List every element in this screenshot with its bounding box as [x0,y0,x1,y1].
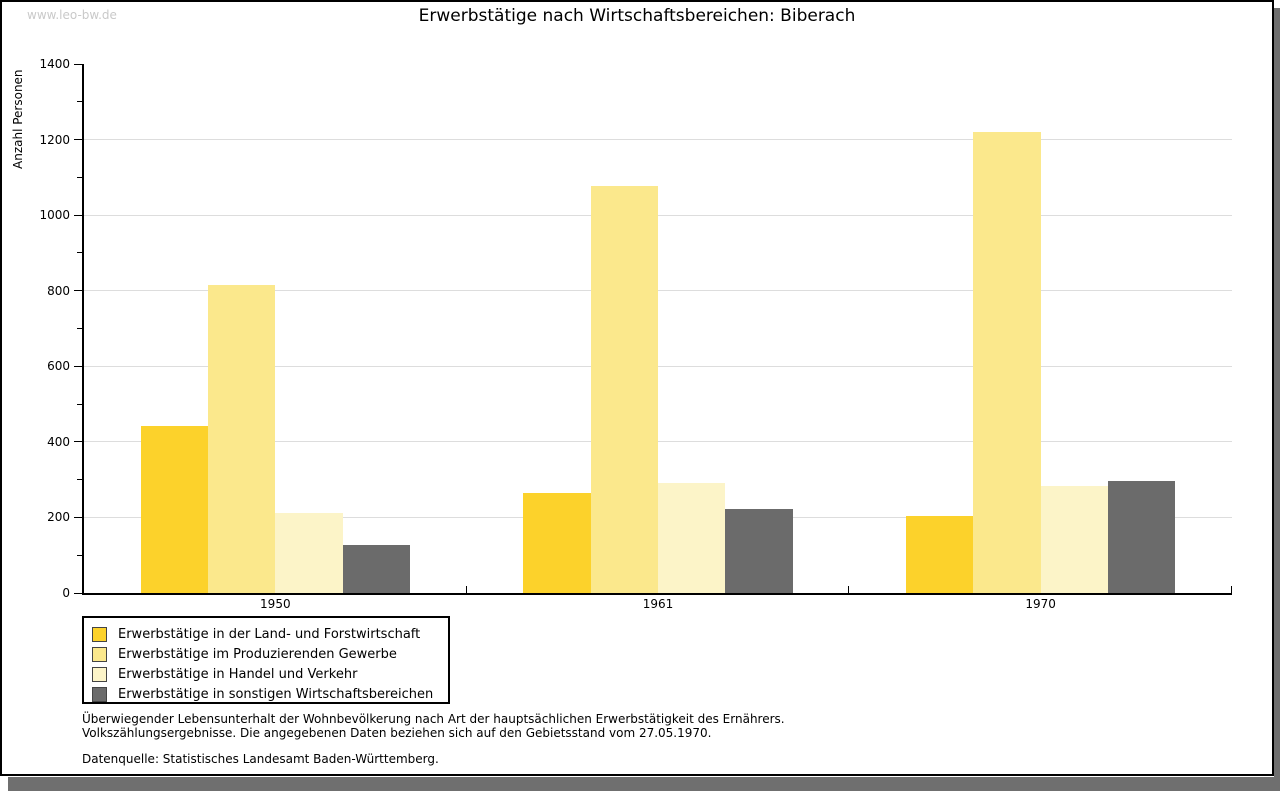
y-minor-tick-300 [77,479,82,481]
legend-item-1: Erwerbstätige in der Land- und Forstwirt… [92,624,448,644]
y-minor-tick-1300 [77,101,82,103]
y-tick-200 [74,516,82,518]
x-category-label: 1970 [1025,597,1056,611]
y-minor-tick-100 [77,554,82,556]
legend-label: Erwerbstätige in sonstigen Wirtschaftsbe… [118,686,434,702]
bar-1950-series3 [275,512,343,593]
footnote-line-2: Volkszählungsergebnisse. Die angegebenen… [82,726,712,740]
bar-1961-series3 [658,483,726,593]
legend-label: Erwerbstätige im Produzierenden Gewerbe [118,646,397,662]
footnote-source: Datenquelle: Statistisches Landesamt Bad… [82,752,439,766]
x-tick-2 [848,586,850,593]
y-tick-600 [74,365,82,367]
y-tick-1000 [74,214,82,216]
legend-swatch-icon [92,646,107,662]
bar-1950-series4 [342,544,410,593]
x-category-label: 1950 [260,597,291,611]
y-minor-tick-700 [77,328,82,329]
legend-swatch-icon [92,686,107,702]
plot-area: Anzahl Personen 1950 1961 1970 0 200 400 600 80… [2,2,1272,774]
y-tick-label: 1000 [39,208,70,223]
frame-shadow-bottom [8,777,1274,791]
gridline-1200 [84,139,1232,141]
y-axis-label: Anzahl Personen [11,69,25,169]
y-tick-label: 1400 [39,57,70,71]
y-tick-800 [74,290,82,292]
y-tick-label: 0 [62,586,70,600]
frame-shadow-right [1274,8,1280,791]
bar-1970-series1 [906,516,974,593]
gridline-400 [84,441,1232,443]
bar-1961-series4 [725,509,793,593]
legend-label: Erwerbstätige in der Land- und Forstwirt… [118,626,421,642]
bar-1970-series4 [1107,480,1176,593]
legend-swatch-icon [92,626,107,642]
watermark: www.leo-bw.de [27,8,117,22]
chart-frame: www.leo-bw.de Erwerbstätige nach Wirtsch… [0,0,1274,776]
gridline-600 [84,365,1232,367]
bar-1970-series3 [1040,486,1108,593]
legend-item-2: Erwerbstätige im Produzierenden Gewerbe [92,644,448,664]
legend-label: Erwerbstätige in Handel und Verkehr [118,666,358,682]
y-tick-0 [74,592,82,594]
footnotes: Überwiegender Lebensunterhalt der Wohnbe… [82,712,785,766]
x-axis-line [82,593,1232,595]
y-minor-tick-500 [77,403,82,405]
y-tick-label: 400 [47,434,70,449]
y-minor-tick-1100 [77,176,82,178]
y-tick-label: 600 [47,359,70,374]
gridline-1000 [84,214,1232,216]
bar-1950-series2 [208,285,276,593]
y-tick-400 [74,441,82,443]
y-tick-label: 800 [47,283,70,298]
y-minor-tick-900 [77,252,82,254]
x-category-label: 1961 [642,597,674,611]
legend-box: Erwerbstätige in der Land- und Forstwirt… [82,616,450,704]
chart-title: Erwerbstätige nach Wirtschaftsbereichen:… [418,6,856,26]
bar-1970-series2 [973,132,1041,593]
gridline-800 [84,290,1232,292]
y-axis-line [82,64,84,595]
x-tick-3 [1231,586,1232,593]
y-tick-1400 [74,63,82,65]
y-tick-label: 1200 [39,132,70,147]
legend-swatch-icon [92,666,107,682]
bar-1950-series1 [140,425,209,593]
y-tick-1200 [74,139,82,141]
bar-1961-series2 [590,185,658,593]
x-tick-1 [465,586,467,593]
y-tick-label: 200 [47,510,70,525]
footnote-line-1: Überwiegender Lebensunterhalt der Wohnbe… [82,712,785,726]
bar-1961-series1 [523,492,591,593]
legend-item-4: Erwerbstätige in sonstigen Wirtschaftsbe… [92,684,448,704]
legend-item-3: Erwerbstätige in Handel und Verkehr [92,664,448,684]
